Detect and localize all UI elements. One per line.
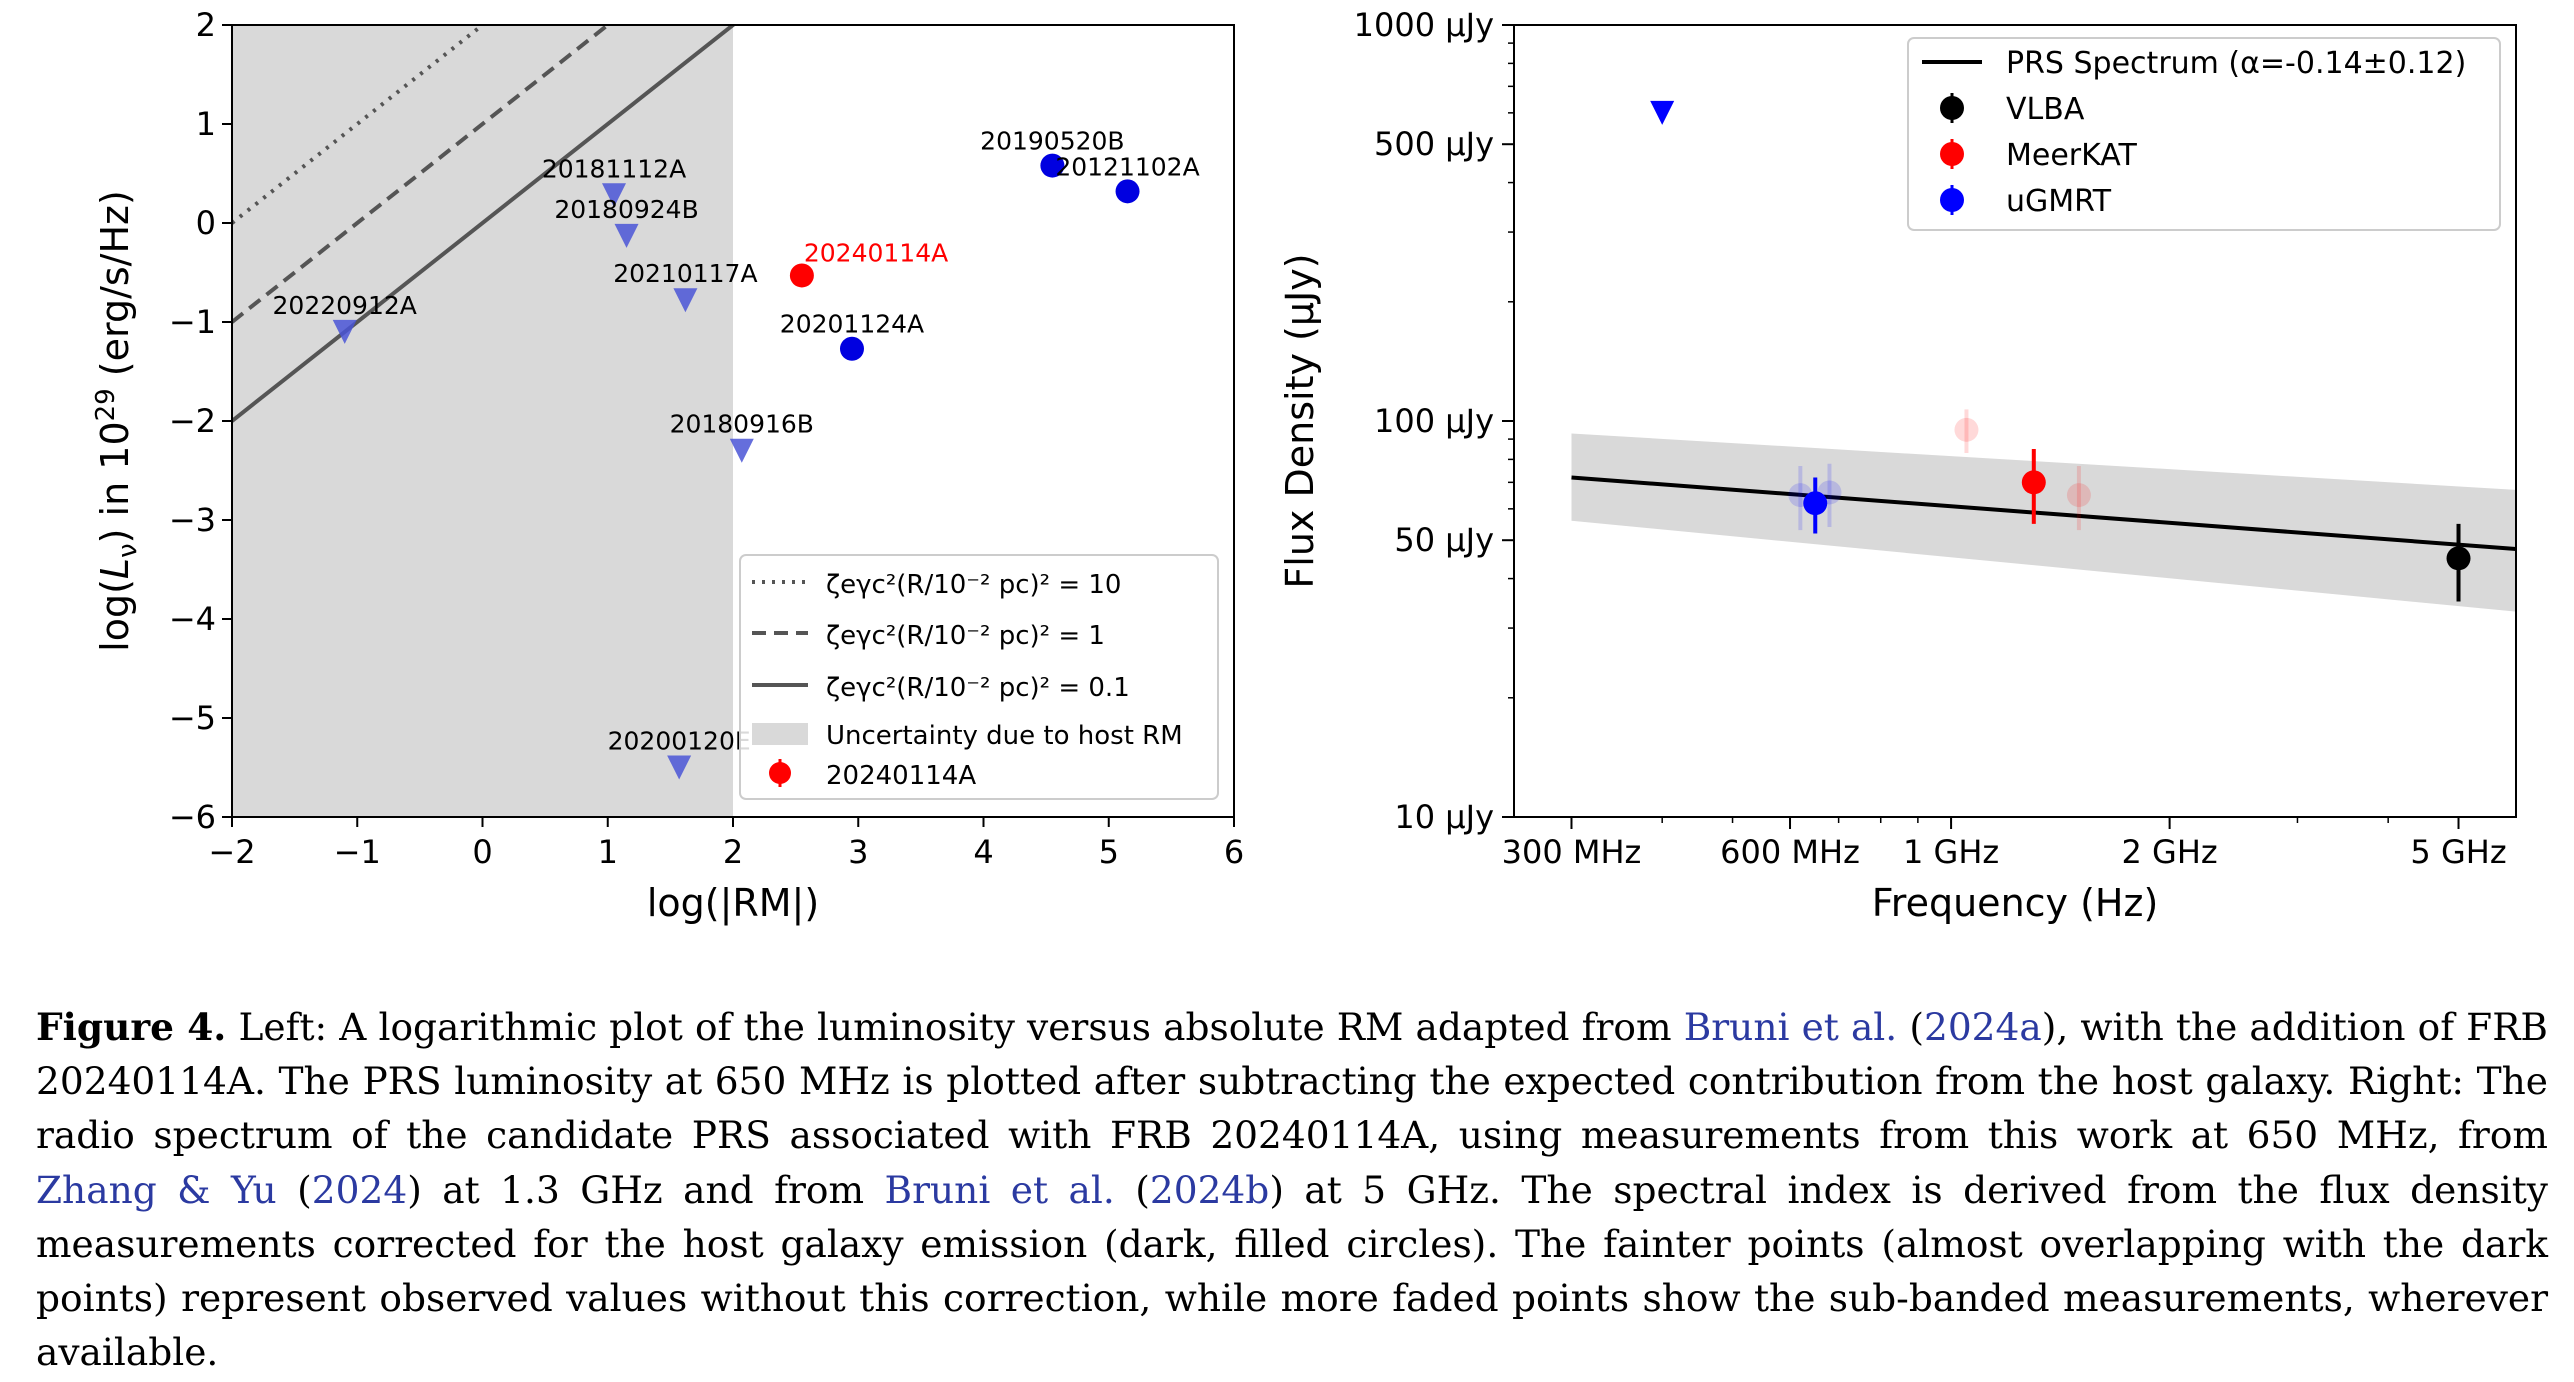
x-tick-label: 6 xyxy=(1224,833,1244,871)
y-tick-label: −2 xyxy=(169,402,216,440)
y-tick-label: −1 xyxy=(169,303,216,341)
y-tick-label: 2 xyxy=(196,6,216,44)
x-tick-label: 2 GHz xyxy=(2122,833,2218,871)
x-tick-label: 0 xyxy=(472,833,492,871)
citation-link[interactable]: Bruni et al. xyxy=(1683,1005,1898,1049)
caption-text: Left: A logarithmic plot of the luminosi… xyxy=(226,1005,1684,1049)
model-lines xyxy=(232,25,737,423)
frb-label: 20220912A xyxy=(273,291,417,320)
x-tick-label: 4 xyxy=(973,833,993,871)
detection-marker xyxy=(839,336,864,361)
x-tick-label: 1 xyxy=(598,833,618,871)
subband-point xyxy=(1954,417,1979,442)
fit-line xyxy=(1571,475,2516,552)
left-chart: 20181112A 20180924B 20210117A 20220912A 2018… xyxy=(91,6,1244,926)
x-tick-label: −2 xyxy=(208,833,255,871)
caption-text: ) at 1.3 GHz and from xyxy=(407,1167,885,1212)
x-tick-label: 3 xyxy=(848,833,868,871)
caption-text: ( xyxy=(1114,1167,1150,1212)
legend-label: ζeγc²(R/10⁻² pc)² = 10 xyxy=(826,570,1121,600)
legend-label: 20240114A xyxy=(826,761,976,791)
figure-label: Figure 4. xyxy=(36,1005,227,1049)
left-legend: ζeγc²(R/10⁻² pc)² = 10 ζeγc²(R/10⁻² pc)²… xyxy=(739,554,1219,800)
right-legend: PRS Spectrum (α=-0.14±0.12) VLBA MeerKAT… xyxy=(1907,37,2501,231)
caption-text: ( xyxy=(276,1167,312,1212)
frb-label: 20180924B xyxy=(554,195,698,224)
y-tick-label: 50 μJy xyxy=(1394,521,1494,559)
y-tick-label: −4 xyxy=(169,600,216,638)
legend-label: ζeγc²(R/10⁻² pc)² = 1 xyxy=(826,621,1105,651)
detection-marker xyxy=(1115,179,1140,204)
host-rm-uncertainty-region xyxy=(232,25,733,817)
left-axis-ticks: −2 −1 0 1 2 3 4 5 6 −6 −5 −4 −3 −2 −1 0 1 2 xyxy=(169,6,1244,871)
data-points: 20181112A 20180924B 20210117A 20220912A 2018… xyxy=(273,127,1200,780)
frb-label: 20190520B xyxy=(980,127,1124,156)
citation-link[interactable]: Bruni et al. xyxy=(884,1167,1115,1212)
y-tick-label: 0 xyxy=(196,204,216,242)
frb-label: 20201124A xyxy=(780,310,924,339)
figure: 20181112A 20180924B 20210117A 20220912A 2018… xyxy=(91,6,2517,926)
spectrum-points xyxy=(1650,100,2471,602)
right-y-axis-label: Flux Density (μJy) xyxy=(1278,253,1322,588)
right-chart: 300 MHz 600 MHz 1 GHz 2 GHz 5 GHz 10 μJy 50 μJ… xyxy=(1278,6,2517,925)
x-tick-label: 1 GHz xyxy=(1903,833,1999,871)
right-axis-ticks: 300 MHz 600 MHz 1 GHz 2 GHz 5 GHz 10 μJy 50 μJ… xyxy=(1354,6,2507,871)
legend-label: VLBA xyxy=(2006,92,2085,127)
citation-link[interactable]: Zhang & Yu xyxy=(36,1167,277,1212)
citation-link[interactable]: 2024a xyxy=(1923,1005,2042,1049)
y-tick-label: 1 xyxy=(196,105,216,143)
frb-label: 20181112A xyxy=(542,154,686,183)
y-tick-label: 100 μJy xyxy=(1374,402,1494,440)
upper-limit-marker xyxy=(729,438,754,463)
frb-label: 20180916B xyxy=(670,410,814,439)
caption-text: ) at 5 GHz. The spectral index is derive… xyxy=(36,1167,2548,1375)
citation-link[interactable]: 2024 xyxy=(311,1167,408,1212)
legend-label: uGMRT xyxy=(2006,184,2112,219)
y-tick-label: 1000 μJy xyxy=(1354,6,1494,44)
fit-uncertainty-band xyxy=(1571,433,2516,612)
y-tick-label: −3 xyxy=(169,501,216,539)
x-tick-label: −1 xyxy=(334,833,381,871)
legend-label: PRS Spectrum (α=-0.14±0.12) xyxy=(2006,46,2466,81)
upper-limit-marker xyxy=(1650,100,1675,125)
model-line-dotted xyxy=(232,25,486,225)
flux-point xyxy=(2446,546,2471,571)
upper-limit-marker xyxy=(614,223,639,248)
subband-point xyxy=(2066,483,2091,508)
highlight-marker xyxy=(789,263,814,288)
detection-marker xyxy=(1040,153,1065,178)
legend-label: MeerKAT xyxy=(2006,138,2137,173)
flux-point xyxy=(1803,491,1828,516)
citation-link[interactable]: 2024b xyxy=(1149,1167,1270,1212)
y-tick-label: 10 μJy xyxy=(1394,798,1494,836)
upper-limit-marker xyxy=(332,319,357,344)
x-tick-label: 600 MHz xyxy=(1720,833,1860,871)
x-tick-label: 2 xyxy=(723,833,743,871)
right-x-axis-label: Frequency (Hz) xyxy=(1872,881,2159,925)
frb-label: 20121102A xyxy=(1055,152,1199,181)
frb-label: 20210117A xyxy=(613,259,757,288)
upper-limit-marker xyxy=(602,183,627,208)
frb-label: 20200120E xyxy=(608,727,751,756)
figure-caption: Figure 4. Left: A logarithmic plot of th… xyxy=(36,1000,2548,1379)
x-tick-label: 300 MHz xyxy=(1502,833,1642,871)
y-tick-label: −6 xyxy=(169,798,216,836)
legend-label: ζeγc²(R/10⁻² pc)² = 0.1 xyxy=(826,673,1130,703)
y-tick-label: −5 xyxy=(169,699,216,737)
model-line-solid xyxy=(232,25,737,423)
legend-label: Uncertainty due to host RM xyxy=(826,721,1183,751)
upper-limit-marker xyxy=(673,288,698,313)
left-x-axis-label: log(|RM|) xyxy=(647,881,819,926)
spectrum-fit xyxy=(1571,433,2516,612)
x-tick-label: 5 GHz xyxy=(2410,833,2506,871)
x-tick-label: 5 xyxy=(1099,833,1119,871)
frb-label: 20240114A xyxy=(804,238,948,267)
y-tick-label: 500 μJy xyxy=(1374,125,1494,163)
caption-text: ( xyxy=(1897,1005,1924,1049)
left-y-axis-label: log(Lν) in 1029 (erg/s/Hz) xyxy=(91,190,143,652)
upper-limit-marker xyxy=(667,755,692,780)
flux-point xyxy=(2021,470,2046,495)
caption-text: ), with the addition of FRB 20240114A. T… xyxy=(36,1005,2548,1158)
